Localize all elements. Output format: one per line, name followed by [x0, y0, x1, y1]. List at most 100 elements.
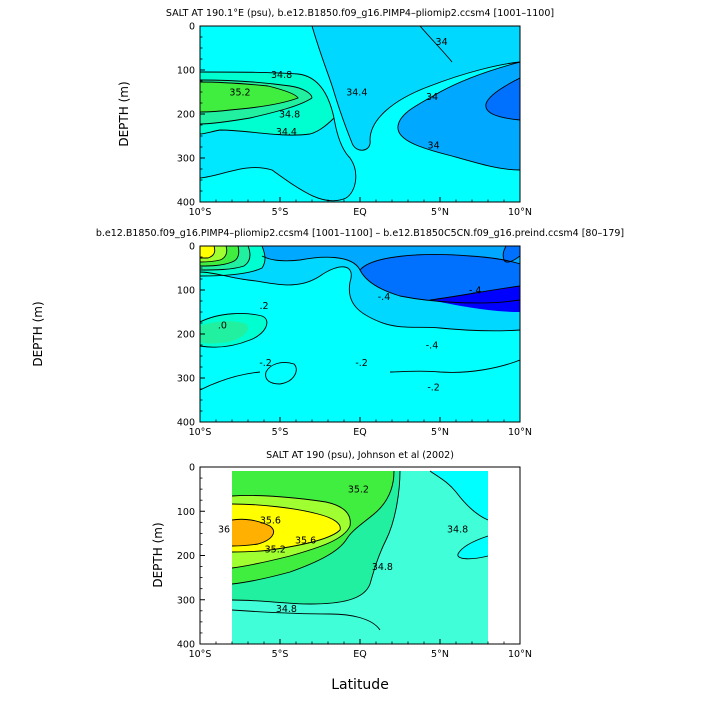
panel-model-difference: b.e12.B1850.f09_g16.PIMP4–pliomip2.ccsm4… [31, 228, 624, 438]
panel2-band-plus-1.0 [200, 246, 215, 258]
panel3-y-tick-label: 300 [177, 595, 195, 606]
contour-label: .0 [218, 321, 227, 332]
panel2-contour-plus-1.0 [200, 246, 216, 259]
contour-label: -.2 [355, 358, 368, 369]
panel1-contour-34.0 [311, 26, 520, 151]
panel2-contour-plus-0.2 [200, 246, 266, 277]
contour-label: 34.4 [346, 88, 367, 99]
contour-label: 34.8 [271, 70, 292, 81]
panel1-contour-34-top [419, 26, 453, 63]
panel2-contour-blob-0.0 [200, 313, 268, 348]
panel3-contour-34.8 [231, 470, 401, 605]
panel3-contour-deep [231, 609, 381, 631]
contour-label: 35.2 [265, 544, 286, 555]
panel1-y-tick-label: 400 [177, 198, 195, 209]
panel2-x-tick-label: EQ [353, 427, 366, 438]
panel3-contour-35.2 [231, 470, 395, 585]
panel2-y-tick-label: 400 [177, 418, 195, 429]
panel2-band-top-right [503, 246, 520, 263]
panel3-contour-labels: 35.2 35.6 36 35.6 35.2 34.8 34.8 34.8 [218, 485, 468, 615]
panel2-y-tick-label: 100 [177, 286, 195, 297]
panel3-band-36.2 [232, 519, 274, 546]
panel3-x-tick-label: 10°N [508, 649, 532, 660]
panel1-x-tick-label: 5°S [272, 207, 289, 218]
contour-label: 35.6 [295, 536, 316, 547]
contour-label: 36 [218, 524, 230, 535]
panel1-band-34.0c [200, 26, 520, 151]
panel1-band-34.2 [200, 111, 356, 201]
panel3-contour-35.6 [231, 495, 351, 569]
panel1-y-tick-label: 300 [177, 154, 195, 165]
contour-label: .2 [259, 301, 268, 312]
panel3-y-tick-label: 400 [177, 640, 195, 651]
panel2-contour-plus-0.8 [200, 246, 228, 263]
panel2-title: b.e12.B1850.f09_g16.PIMP4–pliomip2.ccsm4… [96, 228, 624, 239]
panel3-y-tick-label: 100 [177, 507, 195, 518]
contour-label: 35.2 [348, 485, 369, 496]
x-axis-label: Latitude [331, 677, 389, 693]
panel2-contour-deep-left [200, 371, 261, 391]
panel3-x-tick-label: EQ [353, 649, 366, 660]
panel1-band-33.8-right [397, 62, 520, 170]
panel1-x-tick-label: 10°N [508, 207, 532, 218]
panel2-contour-minus-0.8 [429, 285, 520, 301]
panel2-contour-top-right [502, 246, 520, 263]
panel1-x-tick-label: EQ [353, 207, 366, 218]
panel2-x-tick-label: 5°N [431, 427, 449, 438]
panel3-x-tick-label: 10°S [189, 649, 212, 660]
panel2-ticks: 10°S 5°S EQ 5°N 10°N 0 100 200 300 400 [177, 242, 532, 439]
panel1-x-tick-label: 5°N [431, 207, 449, 218]
panel1-contour-34.0-right [397, 61, 520, 171]
panel2-contour-labels: .2 -.4 -.4 .0 -.4 -.2 -.2 -.2 [218, 286, 482, 394]
contour-label: 34 [426, 92, 438, 103]
panel1-band-33.6 [485, 78, 520, 120]
panel2-band-minus-0.8 [430, 286, 520, 312]
contour-label: 34.8 [372, 562, 393, 573]
panel-model-salinity: SALT AT 190.1°E (psu), b.e12.B1850.f09_g… [117, 8, 554, 218]
panel2-contour-minus-0.2 [200, 266, 520, 332]
panel3-x-tick-label: 5°N [431, 649, 449, 660]
contour-label: 34.8 [279, 110, 300, 121]
panel2-y-tick-label: 200 [177, 330, 195, 341]
panel2-x-tick-label: 10°N [508, 427, 532, 438]
contour-label: -.2 [427, 382, 440, 393]
panel1-y-tick-label: 200 [177, 110, 195, 121]
panel1-contour-35.2 [200, 81, 299, 113]
contour-label: -.4 [426, 341, 439, 352]
panel2-x-tick-label: 10°S [189, 427, 212, 438]
panel1-ticks: 10°S 5°S EQ 5°N 10°N 0 100 200 300 400 [177, 22, 532, 219]
contour-label: 35.2 [229, 88, 250, 99]
panel3-contour-field [231, 470, 489, 644]
panel2-contour-minus-0.4 [261, 255, 520, 304]
contour-label: 34 [436, 37, 448, 48]
panel2-band-minus-0.6 [360, 254, 520, 303]
panel2-contour-field [200, 246, 520, 422]
panel1-x-tick-label: 10°S [189, 207, 212, 218]
panel2-contour-small-blob [265, 361, 297, 385]
panel3-contour-36.0 [231, 503, 341, 553]
contour-label: -.4 [469, 286, 482, 297]
panel2-contour-plus-0.4 [200, 246, 251, 271]
contour-label: 34.8 [276, 604, 297, 615]
panel3-band-34.6-right-lower [457, 536, 488, 559]
panel3-title: SALT AT 190 (psu), Johnson et al (2002) [266, 450, 454, 461]
panel1-contour-34.8-upper [200, 71, 335, 119]
panel-observed-salinity: SALT AT 190 (psu), Johnson et al (2002) … [151, 450, 532, 660]
panel1-band-35.2 [200, 82, 298, 112]
panel3-contour-36.2 [231, 518, 274, 547]
contour-label: 35.6 [260, 516, 281, 527]
panel1-contour-34.4-lower [200, 117, 335, 136]
panel3-y-tick-label: 200 [177, 551, 195, 562]
panel2-x-tick-label: 5°S [272, 427, 289, 438]
panel1-contour-35.2-outer [200, 79, 313, 99]
contour-label: -.4 [378, 292, 391, 303]
panel3-y-tick-label: 0 [189, 463, 195, 474]
panel2-contour-plus-0.6 [200, 246, 240, 267]
panel2-y-tick-label: 0 [189, 242, 195, 253]
contour-label: -.2 [259, 358, 272, 369]
contour-label: 34.4 [276, 127, 297, 138]
panel3-y-axis-label: DEPTH (m) [151, 522, 165, 587]
panel1-y-tick-label: 0 [189, 22, 195, 33]
panel3-contour-34.6-right-lower [457, 535, 489, 560]
panel3-contour-34.6-right [429, 470, 489, 521]
